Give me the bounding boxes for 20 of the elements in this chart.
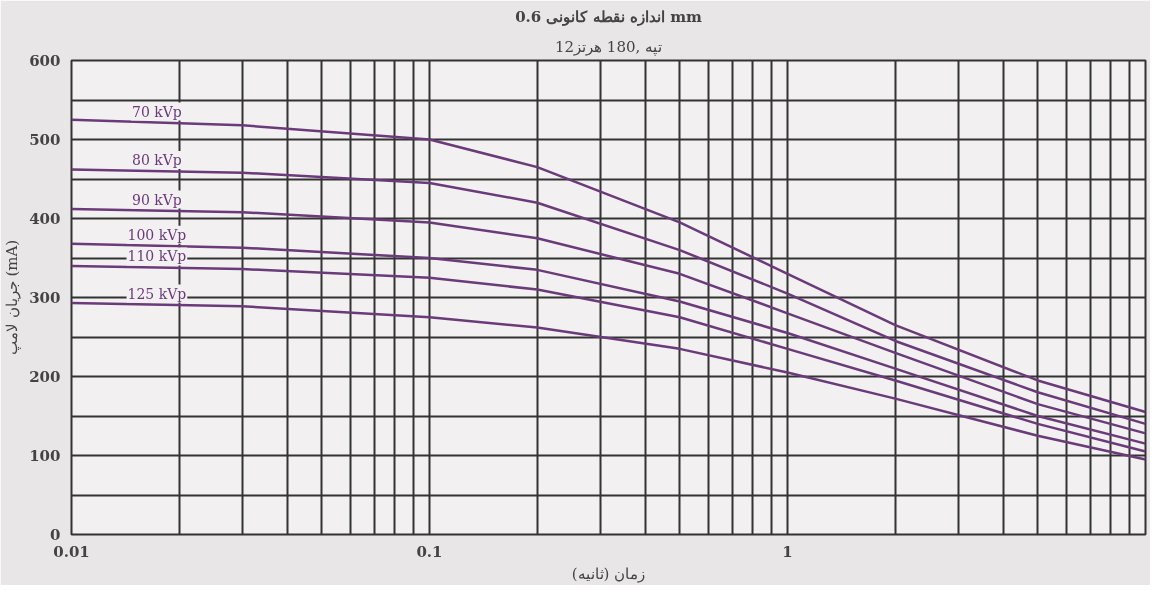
y-tick-label: 500 xyxy=(29,131,61,149)
x-tick-label: 0.01 xyxy=(53,542,90,561)
series-label: 90 kVp xyxy=(131,191,182,208)
y-tick-label: 300 xyxy=(29,289,61,307)
series-label: 70 kVp xyxy=(131,103,182,120)
y-tick-label: 100 xyxy=(29,447,61,465)
x-axis-title: زمان (ثانیه) xyxy=(571,564,646,583)
x-tick-label: 0.1 xyxy=(416,542,443,561)
chart-title: اندازه نقطه کانونی 0.6 mm xyxy=(515,7,703,26)
y-tick-label: 400 xyxy=(29,210,61,228)
series-label: 100 kVp xyxy=(127,226,187,243)
series-label: 80 kVp xyxy=(131,152,182,169)
y-tick-label: 0 xyxy=(50,526,61,544)
y-axis-title: جریان لامپ (mA) xyxy=(3,239,22,356)
series-label: 125 kVp xyxy=(127,285,187,302)
y-tick-label: 200 xyxy=(29,368,61,386)
x-tick-label: 1 xyxy=(782,542,793,561)
y-tick-label: 600 xyxy=(29,52,61,70)
series-label: 110 kVp xyxy=(127,248,187,265)
chart-subtitle: 12تپه ,180 هرتز xyxy=(554,37,663,56)
